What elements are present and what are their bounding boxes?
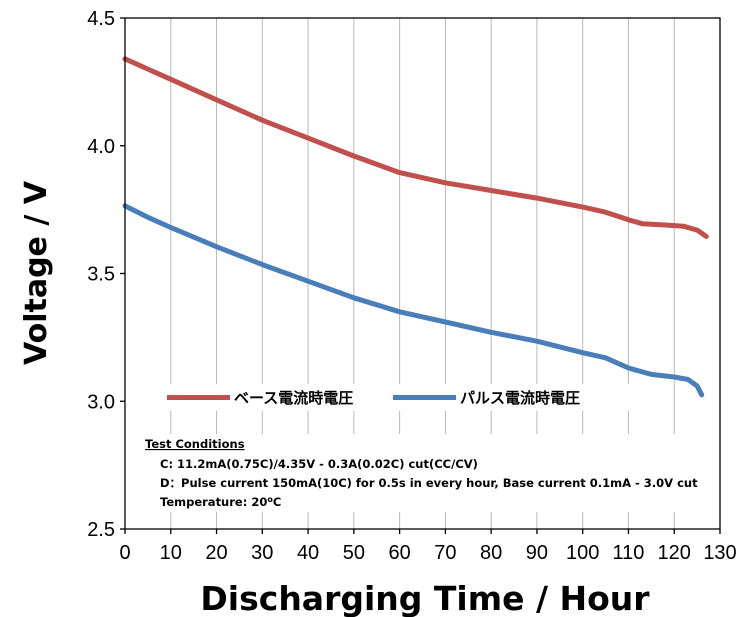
x-tick-label: 10	[160, 542, 182, 564]
y-tick-label: 2.5	[87, 519, 115, 541]
x-axis-ticks: 0 10 20 30 40 50 60 70 80 90 100 110 120 130	[119, 529, 737, 564]
test-conditions-title: Test Conditions	[145, 437, 245, 451]
legend-label-pulse: パルス電流時電圧	[460, 389, 580, 407]
legend-label-base: ベース電流時電圧	[234, 389, 353, 407]
y-tick-label: 4.0	[87, 136, 115, 158]
x-tick-label: 80	[480, 542, 502, 564]
legend: ベース電流時電圧 パルス電流時電圧	[160, 384, 640, 411]
test-conditions-box: Test Conditions C: 11.2mA(0.75C)/4.35V -…	[140, 434, 718, 512]
x-axis-title: Discharging Time / Hour	[200, 579, 650, 617]
series-lines	[122, 56, 709, 398]
x-tick-label: 100	[566, 542, 599, 564]
y-tick-label: 3.0	[87, 391, 115, 413]
x-tick-label: 20	[205, 542, 227, 564]
x-tick-label: 120	[658, 542, 691, 564]
y-axis-ticks: 2.5 3.0 3.5 4.0 4.5	[87, 8, 125, 541]
series-line-base	[122, 56, 709, 239]
test-conditions-background	[140, 434, 718, 512]
y-tick-label: 3.5	[87, 264, 115, 286]
y-tick-label: 4.5	[87, 8, 115, 30]
x-tick-label: 110	[613, 542, 645, 564]
series-line-pulse	[122, 203, 705, 398]
x-tick-label: 50	[343, 542, 365, 564]
test-condition-temperature: Temperature: 20oC	[160, 495, 281, 509]
test-condition-d: D：Pulse current 150mA(10C) for 0.5s in e…	[160, 476, 698, 490]
x-tick-label: 30	[251, 542, 273, 564]
x-tick-label: 60	[388, 542, 410, 564]
y-axis-title: Voltage / V	[19, 180, 54, 365]
test-condition-c: C: 11.2mA(0.75C)/4.35V - 0.3A(0.02C) cut…	[160, 457, 478, 471]
x-tick-label: 40	[297, 542, 319, 564]
x-tick-label: 130	[703, 542, 736, 564]
x-tick-label: 70	[434, 542, 456, 564]
x-tick-label: 0	[119, 542, 130, 564]
x-tick-label: 90	[526, 542, 548, 564]
